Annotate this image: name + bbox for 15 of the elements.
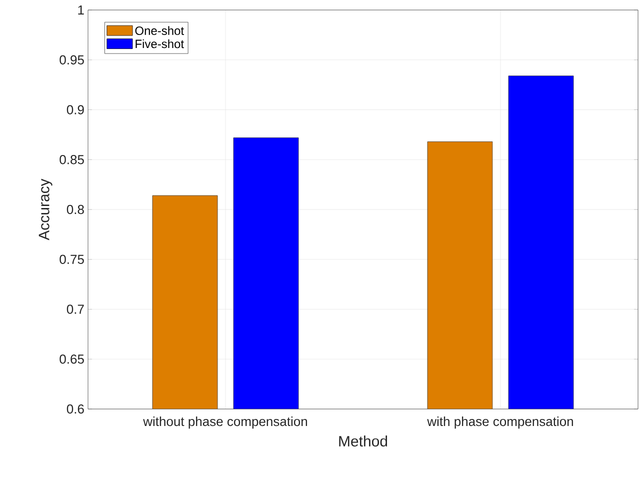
y-tick-label: 0.9 <box>66 105 84 114</box>
x-tick-label: with phase compensation <box>427 416 573 429</box>
y-tick-label: 0.8 <box>66 204 84 214</box>
y-tick-label: 0.95 <box>60 55 84 64</box>
y-tick-label: 0.75 <box>60 254 84 264</box>
x-tick-label: without phase compensation <box>143 416 308 429</box>
y-axis-title: Accuracy <box>38 178 52 240</box>
legend-label: Five-shot <box>136 39 184 48</box>
y-tick-label: 0.65 <box>60 354 84 364</box>
y-tick-label: 0.7 <box>66 304 84 314</box>
x-axis-title: Method <box>339 436 388 447</box>
y-tick-label: 0.85 <box>60 155 84 164</box>
legend-label: One-shot <box>135 26 184 35</box>
y-tick-label: 0.6 <box>66 404 84 414</box>
y-tick-label: 1 <box>78 6 84 14</box>
